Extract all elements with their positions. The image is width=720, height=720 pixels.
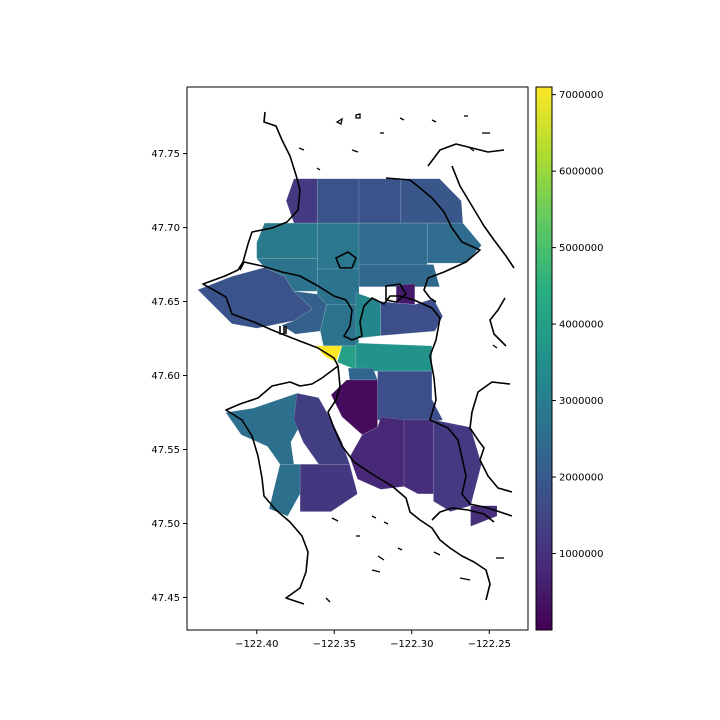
coastline bbox=[202, 111, 515, 605]
map-region-4 bbox=[400, 178, 464, 224]
plot-frame bbox=[186, 86, 529, 631]
x-tick-label: −122.40 bbox=[235, 639, 278, 650]
map-region-29 bbox=[403, 419, 434, 495]
map-region-8 bbox=[426, 222, 482, 264]
island-5 bbox=[298, 147, 305, 151]
island-14 bbox=[371, 515, 377, 519]
coastline-mercer bbox=[469, 381, 513, 493]
y-tick-label: 47.75 bbox=[151, 149, 180, 160]
colorbar-tick-label: 4000000 bbox=[559, 320, 604, 331]
coastline-southend bbox=[431, 507, 495, 523]
map-region-5 bbox=[256, 222, 318, 259]
island-7 bbox=[351, 149, 359, 153]
map-region-27 bbox=[299, 464, 358, 512]
island-21 bbox=[459, 577, 471, 581]
coastline-greenlake bbox=[335, 251, 357, 269]
island-13 bbox=[331, 517, 339, 522]
colorbar: 1000000 2000000 3000000 4000000 5000000 60000… bbox=[535, 86, 604, 631]
y-tick-label: 47.45 bbox=[151, 593, 180, 604]
coastline-pier bbox=[279, 326, 287, 335]
colorbar-tick-label: 2000000 bbox=[559, 473, 604, 484]
coastline-lakewa-west bbox=[399, 295, 513, 517]
coastline-west bbox=[202, 111, 339, 605]
island-20 bbox=[371, 569, 381, 573]
map-region-20 bbox=[355, 342, 433, 372]
colorbar-tick-label: 3000000 bbox=[559, 396, 604, 407]
colorbar-ticks: 1000000 2000000 3000000 4000000 5000000 60000… bbox=[552, 90, 604, 560]
coastline-lakeunion bbox=[317, 285, 400, 341]
y-tick-label: 47.70 bbox=[151, 223, 180, 234]
map-region-23 bbox=[377, 370, 444, 427]
y-tick-label: 47.50 bbox=[151, 519, 180, 530]
map-region-2 bbox=[316, 178, 360, 224]
colorbar-gradient bbox=[536, 87, 552, 630]
coastline-north bbox=[385, 177, 481, 303]
coastline-portage bbox=[385, 283, 407, 303]
island-9 bbox=[431, 119, 437, 123]
plot-area: −122.40 −122.35 −122.30 −122.25 47.4547.504… bbox=[151, 86, 529, 650]
map-region-13 bbox=[280, 290, 327, 335]
x-tick-label: −122.35 bbox=[313, 639, 356, 650]
island-17 bbox=[377, 555, 385, 561]
map-region-7 bbox=[358, 222, 428, 265]
island-15 bbox=[383, 521, 389, 525]
map-region-31 bbox=[470, 505, 498, 527]
island-8 bbox=[399, 117, 405, 121]
map-region-26 bbox=[268, 464, 301, 517]
coastline-duwamish bbox=[327, 365, 491, 601]
islands bbox=[298, 113, 504, 603]
x-tick-label: −122.30 bbox=[390, 639, 433, 650]
island-18 bbox=[397, 547, 403, 551]
x-axis-ticks: −122.40 −122.35 −122.30 −122.25 bbox=[235, 630, 511, 650]
island-4 bbox=[469, 147, 475, 152]
map-region-17 bbox=[380, 298, 443, 336]
island-12 bbox=[492, 344, 498, 349]
island-1 bbox=[335, 117, 343, 125]
y-tick-label: 47.55 bbox=[151, 445, 180, 456]
map-regions bbox=[197, 178, 498, 527]
map-region-3 bbox=[358, 178, 402, 224]
y-axis-ticks: 47.45 47.50 47.55 47.60 47.65 47.70 47.75 bbox=[151, 149, 187, 604]
island-2 bbox=[355, 113, 361, 119]
island-6 bbox=[316, 167, 321, 171]
coastline-eastshore bbox=[489, 297, 507, 347]
map-region-11 bbox=[316, 268, 360, 305]
colorbar-tick-label: 7000000 bbox=[559, 90, 604, 101]
coastline-ne bbox=[427, 143, 505, 167]
y-tick-label: 47.65 bbox=[151, 297, 180, 308]
island-19 bbox=[433, 551, 441, 556]
island-23 bbox=[325, 597, 331, 603]
colorbar-tick-label: 6000000 bbox=[559, 167, 604, 178]
coastline-eastside bbox=[451, 165, 515, 269]
colorbar-tick-label: 1000000 bbox=[559, 549, 604, 560]
colorbar-frame bbox=[535, 86, 553, 631]
colorbar-tick-label: 5000000 bbox=[559, 243, 604, 254]
map-region-21 bbox=[347, 367, 378, 381]
x-tick-label: −122.25 bbox=[468, 639, 511, 650]
map-region-12 bbox=[197, 267, 313, 329]
y-tick-label: 47.60 bbox=[151, 371, 180, 382]
coastline-ballard bbox=[239, 261, 319, 287]
